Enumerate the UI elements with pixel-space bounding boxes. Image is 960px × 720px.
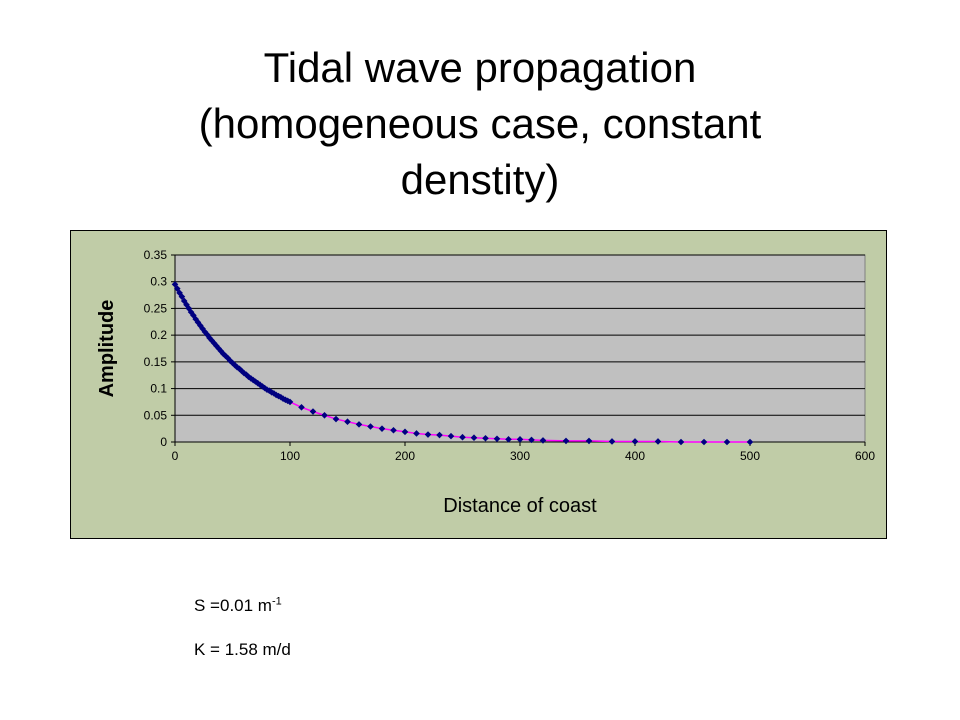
- y-tick-label: 0.1: [150, 382, 167, 396]
- data-point: [631, 438, 639, 445]
- data-point: [231, 361, 239, 369]
- data-point: [378, 425, 386, 432]
- data-point: [390, 426, 397, 434]
- data-point: [505, 436, 512, 443]
- data-point: [447, 432, 455, 440]
- y-tick-label: 0.15: [144, 355, 168, 369]
- data-point: [171, 281, 179, 288]
- data-point: [723, 438, 731, 446]
- data-point: [203, 331, 211, 338]
- y-tick-label: 0.2: [150, 328, 167, 342]
- title-line-2: (homogeneous case, constant: [198, 100, 762, 147]
- data-point: [539, 437, 547, 444]
- x-tick-label: 400: [625, 449, 645, 463]
- data-point: [233, 363, 241, 371]
- data-point: [282, 396, 289, 404]
- y-tick-label: 0: [160, 435, 167, 449]
- data-point: [413, 430, 420, 437]
- data-point: [286, 398, 294, 406]
- y-axis-label: Amplitude: [96, 300, 118, 398]
- data-point: [261, 384, 268, 392]
- y-tick-label: 0.25: [144, 301, 168, 315]
- data-point: [270, 390, 278, 397]
- data-point: [608, 438, 616, 445]
- hydraulic-conductivity-text: K = 1.58 m/d: [194, 640, 291, 660]
- data-point: [321, 411, 328, 419]
- hydraulic-conductivity-label: K = 1.58 m/d: [194, 640, 291, 659]
- data-point: [424, 431, 432, 438]
- storage-coefficient-text: S =0.01 m-1: [194, 596, 282, 616]
- data-point: [562, 437, 570, 445]
- data-point: [183, 301, 190, 308]
- data-point: [367, 423, 374, 430]
- data-point: [279, 395, 287, 403]
- data-point: [344, 418, 351, 425]
- data-point: [298, 403, 305, 411]
- y-tick-label: 0.05: [144, 408, 168, 422]
- data-point: [482, 434, 489, 442]
- data-point: [470, 434, 478, 442]
- data-point: [746, 438, 754, 446]
- storage-coefficient-exponent: -1: [271, 595, 282, 608]
- title-line-3: denstity): [400, 156, 560, 203]
- x-tick-label: 600: [855, 449, 875, 463]
- data-point: [677, 438, 685, 446]
- data-point: [700, 438, 708, 446]
- data-point: [247, 375, 255, 382]
- data-point: [401, 428, 409, 436]
- data-point: [332, 415, 340, 423]
- data-point: [436, 431, 443, 439]
- data-point: [249, 376, 257, 384]
- amplitude-chart: 0 0.05 0.1 0.15 0.2 0.25 0.3 0.35 0 100 200 300 400 5…: [96, 248, 875, 517]
- data-point: [224, 354, 232, 362]
- data-point: [493, 435, 501, 443]
- data-point: [309, 408, 317, 415]
- data-point: [268, 389, 275, 396]
- data-point: [355, 421, 363, 428]
- y-tick-label: 0.3: [150, 275, 167, 289]
- slide-title: Tidal wave propagation (homogeneous case…: [60, 40, 900, 208]
- x-tick-label: 100: [280, 449, 300, 463]
- data-point: [208, 337, 216, 344]
- x-tick-label: 500: [740, 449, 760, 463]
- y-tick-label: 0.35: [144, 248, 168, 262]
- data-point: [259, 383, 266, 390]
- plot-area: [174, 254, 866, 443]
- storage-coefficient-label: S =0.01 m: [194, 596, 272, 615]
- data-point: [284, 397, 291, 405]
- data-point: [585, 437, 593, 445]
- data-point: [266, 387, 273, 395]
- data-point: [459, 433, 466, 441]
- data-point: [254, 379, 262, 387]
- data-point: [654, 438, 662, 445]
- data-point: [178, 293, 186, 300]
- x-tick-label: 300: [510, 449, 530, 463]
- data-point: [275, 392, 282, 400]
- x-tick-label: 200: [395, 449, 415, 463]
- x-tick-label: 0: [172, 449, 179, 463]
- title-line-1: Tidal wave propagation: [263, 44, 697, 91]
- x-axis-label: Distance of coast: [443, 495, 597, 517]
- data-point: [516, 436, 524, 443]
- chart-area: 0 0.05 0.1 0.15 0.2 0.25 0.3 0.35 0 100 200 300 400 5…: [70, 230, 887, 539]
